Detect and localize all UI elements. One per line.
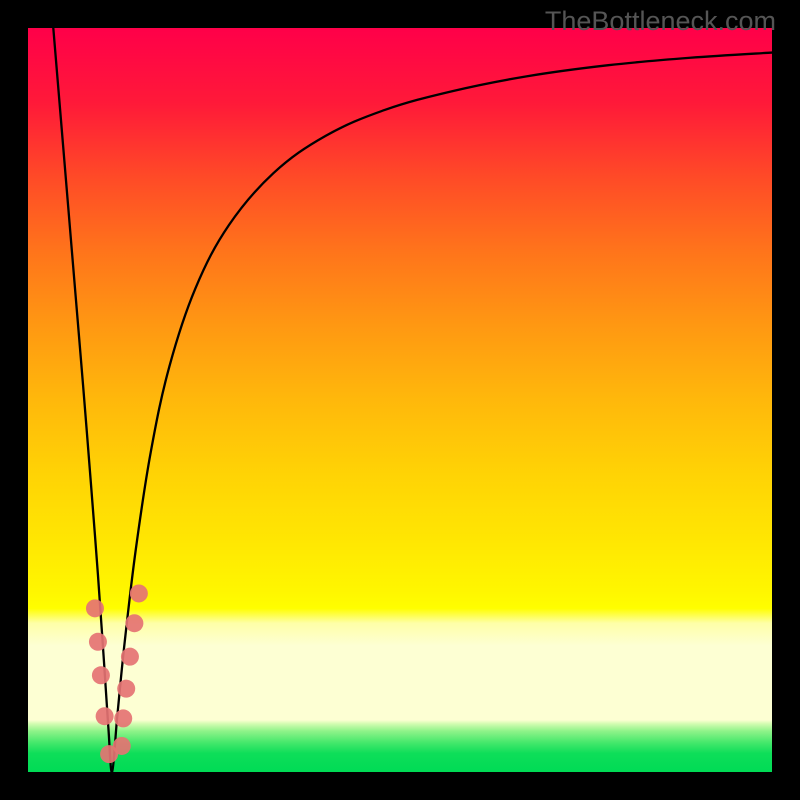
- plot-area: [28, 28, 772, 772]
- marker-point: [121, 648, 139, 666]
- curve-layer: [28, 28, 772, 772]
- marker-point: [114, 709, 132, 727]
- marker-point: [86, 599, 104, 617]
- marker-point: [96, 707, 114, 725]
- marker-point: [117, 680, 135, 698]
- watermark-text: TheBottleneck.com: [545, 6, 776, 37]
- marker-point: [130, 584, 148, 602]
- marker-point: [113, 737, 131, 755]
- marker-point: [89, 633, 107, 651]
- chart-container: { "meta": { "width": 800, "height": 800,…: [0, 0, 800, 800]
- marker-point: [125, 614, 143, 632]
- scatter-markers: [86, 584, 148, 763]
- marker-point: [92, 666, 110, 684]
- bottleneck-curve: [53, 28, 772, 772]
